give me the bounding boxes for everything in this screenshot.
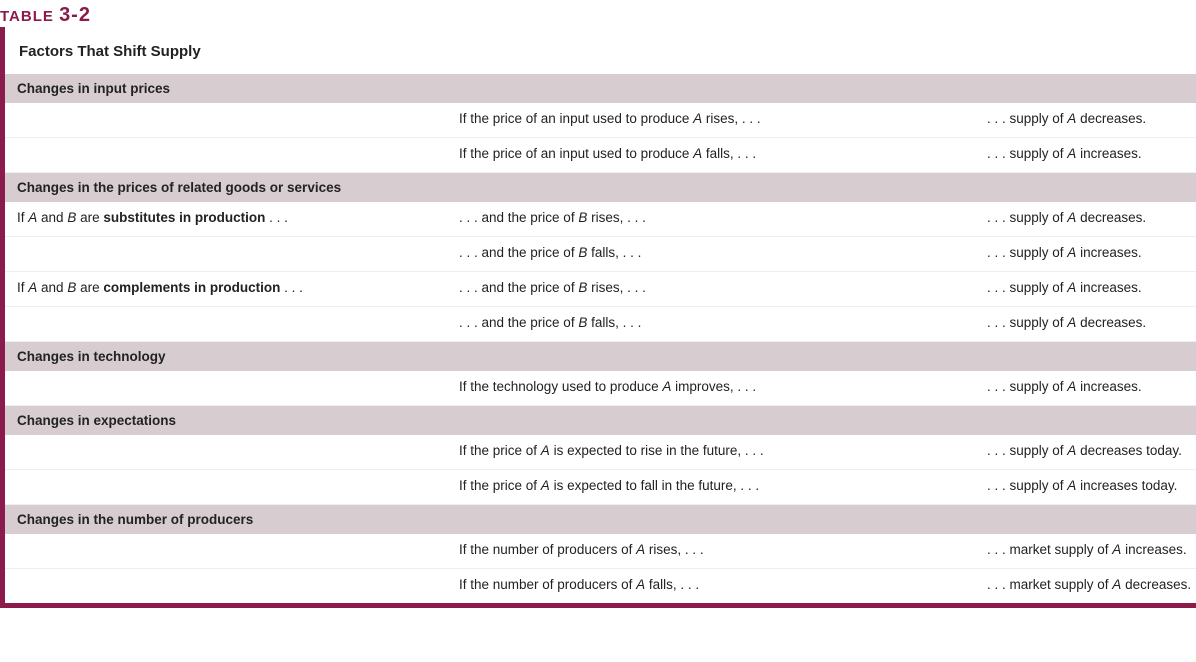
effect-cell: . . . supply of A decreases. [975, 103, 1196, 134]
cause-cell: . . . and the price of B rises, . . . [455, 272, 975, 303]
section-head: Changes in expectations [5, 406, 1196, 435]
table-row: If the price of A is expected to fall in… [5, 470, 1196, 505]
condition-cell [5, 138, 455, 154]
table-label-prefix: TABLE [0, 8, 59, 25]
table-title: Factors That Shift Supply [5, 27, 1196, 74]
table-row: If A and B are substitutes in production… [5, 202, 1196, 237]
effect-cell: . . . supply of A decreases. [975, 202, 1196, 233]
table-row: If the price of an input used to produce… [5, 138, 1196, 173]
section-head: Changes in the number of producers [5, 505, 1196, 534]
effect-cell: . . . supply of A increases. [975, 138, 1196, 169]
table-row: If the number of producers of A falls, .… [5, 569, 1196, 603]
condition-cell: If A and B are substitutes in production… [5, 202, 455, 233]
table-frame: Factors That Shift Supply Changes in inp… [0, 19, 1196, 608]
effect-cell: . . . market supply of A increases. [975, 534, 1196, 565]
effect-cell: . . . supply of A increases. [975, 371, 1196, 402]
table-row: . . . and the price of B falls, . . .. .… [5, 307, 1196, 342]
condition-cell [5, 534, 455, 550]
effect-cell: . . . supply of A increases. [975, 237, 1196, 268]
condition-cell: If A and B are complements in production… [5, 272, 455, 303]
table-row: . . . and the price of B falls, . . .. .… [5, 237, 1196, 272]
condition-cell [5, 435, 455, 451]
cause-cell: If the technology used to produce A impr… [455, 371, 975, 402]
cause-cell: . . . and the price of B falls, . . . [455, 237, 975, 268]
table-row: If the price of an input used to produce… [5, 103, 1196, 138]
cause-cell: If the price of an input used to produce… [455, 103, 975, 134]
condition-cell [5, 103, 455, 119]
condition-cell [5, 237, 455, 253]
table-body: Changes in input pricesIf the price of a… [5, 74, 1196, 603]
cause-cell: If the number of producers of A rises, .… [455, 534, 975, 565]
section-head: Changes in input prices [5, 74, 1196, 103]
table-label: TABLE 3-2 [0, 0, 91, 27]
cause-cell: . . . and the price of B rises, . . . [455, 202, 975, 233]
effect-cell: . . . market supply of A decreases. [975, 569, 1196, 600]
condition-cell [5, 470, 455, 486]
section-head: Changes in the prices of related goods o… [5, 173, 1196, 202]
effect-cell: . . . supply of A increases today. [975, 470, 1196, 501]
effect-cell: . . . supply of A decreases. [975, 307, 1196, 338]
condition-cell [5, 307, 455, 323]
table-label-number: 3-2 [59, 4, 91, 26]
condition-cell [5, 569, 455, 585]
effect-cell: . . . supply of A decreases today. [975, 435, 1196, 466]
table-row: If A and B are complements in production… [5, 272, 1196, 307]
cause-cell: If the price of an input used to produce… [455, 138, 975, 169]
table-row: If the number of producers of A rises, .… [5, 534, 1196, 569]
cause-cell: If the number of producers of A falls, .… [455, 569, 975, 600]
table-row: If the technology used to produce A impr… [5, 371, 1196, 406]
condition-cell [5, 371, 455, 387]
supply-shift-table: TABLE 3-2 Factors That Shift Supply Chan… [0, 0, 1196, 608]
cause-cell: . . . and the price of B falls, . . . [455, 307, 975, 338]
section-head: Changes in technology [5, 342, 1196, 371]
cause-cell: If the price of A is expected to rise in… [455, 435, 975, 466]
cause-cell: If the price of A is expected to fall in… [455, 470, 975, 501]
effect-cell: . . . supply of A increases. [975, 272, 1196, 303]
table-row: If the price of A is expected to rise in… [5, 435, 1196, 470]
